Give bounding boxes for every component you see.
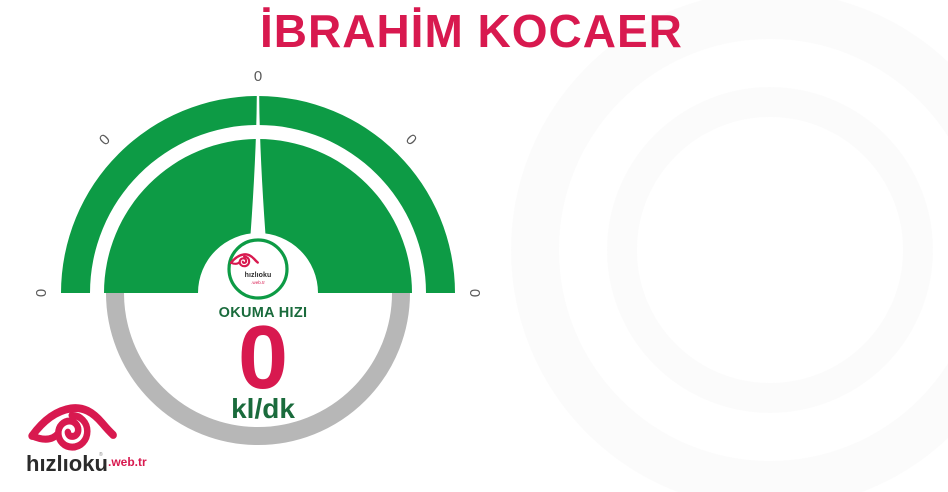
svg-text:®: ® xyxy=(99,451,103,458)
svg-text:kl/dk: kl/dk xyxy=(231,393,295,424)
svg-text:0: 0 xyxy=(254,68,262,85)
svg-text:0: 0 xyxy=(33,289,50,297)
svg-text:.web.tr: .web.tr xyxy=(108,455,147,469)
svg-text:.web.tr: .web.tr xyxy=(251,280,265,285)
svg-text:0: 0 xyxy=(466,289,483,297)
svg-text:hızlıoku: hızlıoku xyxy=(245,272,272,279)
svg-text:hızlıoku: hızlıoku xyxy=(26,451,108,476)
